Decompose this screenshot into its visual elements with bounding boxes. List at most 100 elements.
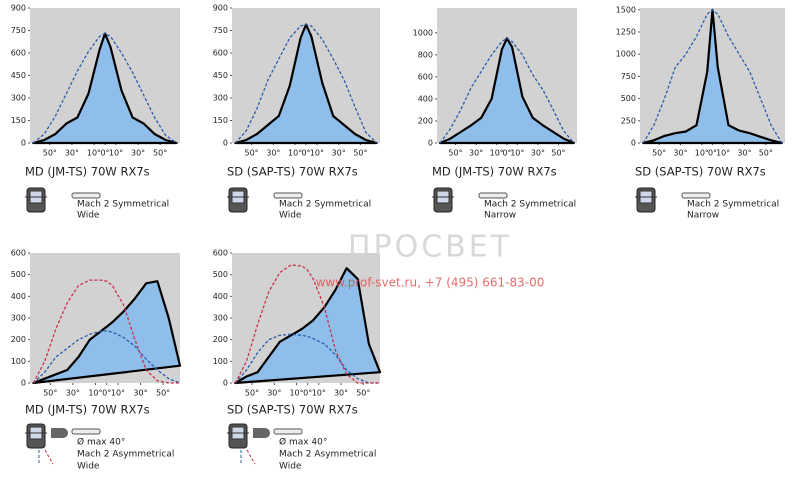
area-line: [642, 8, 783, 145]
area-line: [234, 267, 382, 385]
bulb-icon: [478, 192, 508, 199]
y-tick-label: 450: [213, 71, 228, 80]
x-tick-label: 50°: [245, 389, 259, 398]
y-tick-label: 600: [11, 249, 26, 258]
y-tick-label: 600: [213, 49, 228, 58]
y-tick-label: 100: [213, 357, 228, 366]
watermark-contact: www.prof-svet.ru, +7 (495) 661-83-00: [316, 276, 545, 290]
y-tick-label: 100: [11, 357, 26, 366]
caption: Mach 2 Asymmetrical: [77, 450, 174, 460]
reflector-icon: [51, 428, 68, 438]
y-tick-label: 0: [631, 139, 636, 148]
x-tick-label: 30°: [65, 149, 79, 158]
y-tick-label: 750: [621, 72, 636, 81]
y-tick-label: 0: [223, 139, 228, 148]
x-tick-label: 30°: [531, 149, 545, 158]
y-tick-label: 600: [213, 249, 228, 258]
x-tick-label: 10°: [87, 149, 101, 158]
y-tick-label: 1250: [616, 27, 636, 36]
caption: Ø max 40°: [279, 437, 327, 448]
y-tick-label: 500: [213, 270, 228, 279]
chart-title: SD (SAP-TS) 70W RX7s: [635, 165, 766, 179]
x-tick-label: 30°: [133, 389, 147, 398]
y-tick-label: 200: [418, 116, 433, 125]
x-tick-label: 0°: [502, 149, 511, 158]
chart-title: SD (SAP-TS) 70W RX7s: [227, 165, 358, 179]
caption: Mach 2 Asymmetrical: [279, 450, 376, 460]
line: [32, 32, 178, 144]
y-tick-label: 900: [11, 4, 26, 13]
x-tick-label: 50°: [759, 149, 773, 158]
x-tick-label: 50°: [153, 149, 167, 158]
chart-title: MD (JM-TS) 70W RX7s: [25, 403, 150, 417]
axis-icon: [44, 449, 54, 465]
bulb-icon: [273, 428, 303, 435]
x-tick-label: 30°: [131, 149, 145, 158]
line: [32, 330, 181, 384]
x-tick-label: 10°: [312, 389, 326, 398]
caption: Mach 2 Symmetrical: [687, 200, 779, 210]
x-tick-label: 10°: [109, 149, 123, 158]
x-tick-label: 10°: [490, 149, 504, 158]
x-tick-label: 50°: [43, 389, 57, 398]
x-tick-label: 0°: [102, 389, 111, 398]
x-tick-label: 10°: [88, 389, 102, 398]
x-tick-label: 30°: [469, 149, 483, 158]
y-tick-label: 600: [418, 72, 433, 81]
y-tick-label: 250: [621, 116, 636, 125]
line: [234, 333, 380, 384]
line: [234, 264, 380, 384]
chart-title: SD (SAP-TS) 70W RX7s: [227, 403, 358, 417]
x-tick-label: 50°: [356, 389, 370, 398]
y-tick-label: 300: [11, 314, 26, 323]
area-line: [234, 23, 378, 145]
y-tick-label: 500: [11, 270, 26, 279]
x-tick-label: 10°: [510, 149, 524, 158]
line: [439, 37, 575, 144]
bulb-icon: [71, 428, 101, 435]
line: [32, 279, 180, 384]
y-tick-label: 200: [11, 335, 26, 344]
caption: Mach 2 Symmetrical: [279, 200, 371, 210]
y-tick-label: 900: [213, 4, 228, 13]
caption: Wide: [279, 211, 302, 221]
bulb-icon: [681, 192, 711, 199]
x-tick-label: 50°: [652, 149, 666, 158]
y-tick-label: 300: [11, 94, 26, 103]
x-tick-label: 30°: [737, 149, 751, 158]
x-tick-label: 30°: [266, 149, 280, 158]
caption: Mach 2 Symmetrical: [77, 200, 169, 210]
y-tick-label: 400: [11, 292, 26, 301]
bulb-icon: [273, 192, 303, 199]
caption: Wide: [279, 462, 302, 472]
x-tick-label: 0°: [708, 149, 717, 158]
x-tick-label: 30°: [673, 149, 687, 158]
y-tick-label: 150: [11, 116, 26, 125]
y-tick-label: 750: [11, 26, 26, 35]
x-tick-label: 50°: [448, 149, 462, 158]
x-tick-label: 50°: [244, 149, 258, 158]
caption: Wide: [77, 211, 100, 221]
x-tick-label: 30°: [66, 389, 80, 398]
y-tick-label: 1500: [616, 5, 636, 14]
y-tick-label: 1000: [413, 28, 433, 37]
x-tick-label: 10°: [310, 149, 324, 158]
x-tick-label: 10°: [288, 149, 302, 158]
chart-title: MD (JM-TS) 70W RX7s: [432, 165, 557, 179]
y-tick-label: 300: [213, 314, 228, 323]
y-tick-label: 750: [213, 26, 228, 35]
y-tick-label: 200: [213, 335, 228, 344]
area-line: [32, 280, 182, 385]
y-tick-label: 150: [213, 116, 228, 125]
bulb-icon: [71, 192, 101, 199]
caption: Ø max 40°: [77, 437, 125, 448]
caption: Mach 2 Symmetrical: [484, 200, 576, 210]
x-tick-label: 10°: [111, 389, 125, 398]
x-tick-label: 0°: [301, 149, 310, 158]
x-tick-label: 0°: [303, 389, 312, 398]
y-tick-label: 500: [621, 94, 636, 103]
x-tick-label: 50°: [551, 149, 565, 158]
axis-icon: [246, 449, 256, 465]
y-tick-label: 300: [213, 94, 228, 103]
